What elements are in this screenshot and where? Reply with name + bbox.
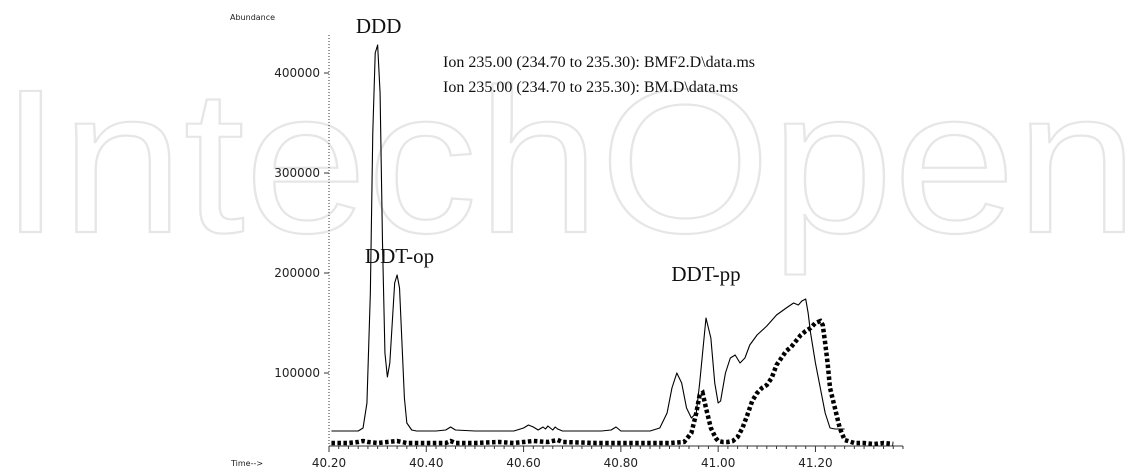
series-group (331, 44, 894, 447)
y-axis-title: Abundance (230, 13, 275, 22)
legend-entry-1: Ion 235.00 (234.70 to 235.30): BMF2.D\da… (443, 54, 755, 71)
y-tick-label: 200000 (274, 266, 320, 280)
peak-label: DDT-pp (671, 262, 740, 286)
x-tick-label: 40.40 (409, 456, 443, 470)
x-tick-label: 40.80 (604, 456, 638, 470)
x-tick-label: 41.00 (701, 456, 735, 470)
peak-label: DDT-op (365, 244, 434, 268)
x-tick-label: 40.60 (506, 456, 540, 470)
labels-group: Abundance Time--> Ion 235.00 (234.70 to … (230, 13, 755, 468)
y-tick-label: 400000 (274, 66, 320, 80)
series-line-dotted (331, 318, 894, 447)
y-tick-label: 300000 (274, 166, 320, 180)
legend-entry-2: Ion 235.00 (234.70 to 235.30): BM.D\data… (443, 79, 738, 96)
x-tick-label: 40.20 (312, 456, 346, 470)
peak-label: DDD (356, 14, 402, 38)
watermark-text: IntechOpen (0, 47, 1138, 276)
axes: 40.20 40.40 40.60 40.80 41.00 41.20 100000 2000… (274, 35, 904, 470)
x-axis-title: Time--> (230, 459, 263, 468)
series-line-solid (331, 44, 845, 432)
y-tick-label: 100000 (274, 366, 320, 380)
x-tick-label: 41.20 (798, 456, 832, 470)
